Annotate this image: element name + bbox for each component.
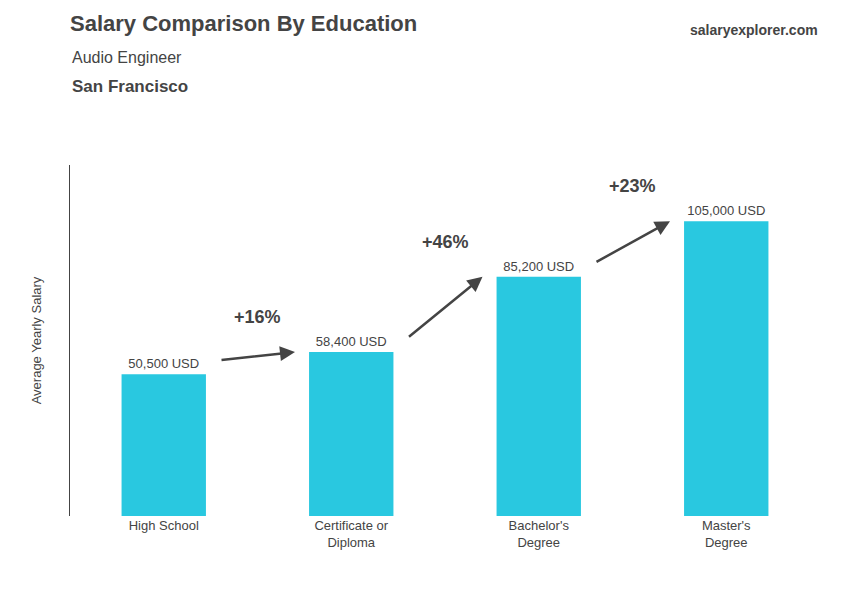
svg-text:Average Yearly Salary: Average Yearly Salary bbox=[29, 276, 44, 404]
svg-text:San Francisco: San Francisco bbox=[72, 77, 188, 96]
svg-text:Certificate orDiploma: Certificate orDiploma bbox=[314, 518, 388, 550]
svg-text:105,000 USD: 105,000 USD bbox=[687, 203, 765, 218]
svg-text:Audio Engineer: Audio Engineer bbox=[72, 49, 182, 66]
svg-text:50,500 USD: 50,500 USD bbox=[128, 356, 199, 371]
svg-text:Salary Comparison By Education: Salary Comparison By Education bbox=[70, 11, 417, 36]
svg-text:High School: High School bbox=[129, 518, 199, 533]
svg-text:+23%: +23% bbox=[609, 176, 656, 196]
svg-text:85,200 USD: 85,200 USD bbox=[503, 259, 574, 274]
svg-text:58,400 USD: 58,400 USD bbox=[316, 334, 387, 349]
svg-text:+16%: +16% bbox=[234, 307, 281, 327]
svg-text:+46%: +46% bbox=[422, 232, 469, 252]
svg-text:Bachelor'sDegree: Bachelor'sDegree bbox=[509, 518, 570, 550]
svg-text:Master'sDegree: Master'sDegree bbox=[702, 518, 751, 550]
svg-text:salaryexplorer.com: salaryexplorer.com bbox=[690, 22, 818, 38]
